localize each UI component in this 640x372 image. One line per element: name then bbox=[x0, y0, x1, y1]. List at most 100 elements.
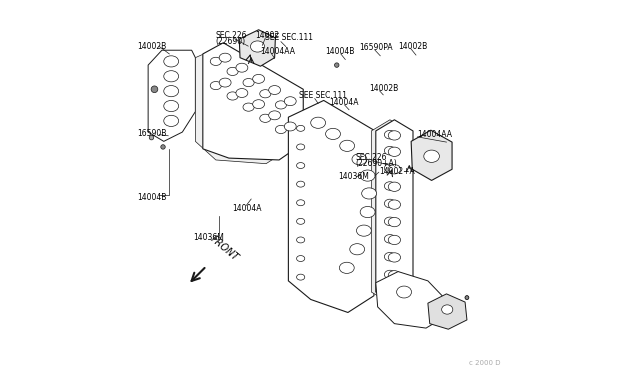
Ellipse shape bbox=[352, 154, 367, 165]
Ellipse shape bbox=[227, 67, 238, 76]
Ellipse shape bbox=[385, 270, 396, 279]
Text: 14004B: 14004B bbox=[137, 193, 166, 202]
Ellipse shape bbox=[275, 101, 287, 109]
Ellipse shape bbox=[296, 181, 305, 187]
Ellipse shape bbox=[275, 125, 287, 134]
Ellipse shape bbox=[465, 296, 468, 299]
Polygon shape bbox=[376, 120, 413, 303]
Text: SEC.226: SEC.226 bbox=[356, 153, 387, 162]
Text: c 2000 D: c 2000 D bbox=[469, 360, 500, 366]
Ellipse shape bbox=[296, 125, 305, 131]
Ellipse shape bbox=[296, 200, 305, 206]
Polygon shape bbox=[371, 120, 408, 303]
Ellipse shape bbox=[164, 56, 179, 67]
Ellipse shape bbox=[236, 63, 248, 72]
Ellipse shape bbox=[397, 286, 412, 298]
Text: 14036M: 14036M bbox=[338, 172, 369, 181]
Ellipse shape bbox=[388, 131, 401, 140]
Ellipse shape bbox=[388, 235, 401, 245]
Ellipse shape bbox=[284, 97, 296, 106]
Polygon shape bbox=[195, 50, 294, 164]
Ellipse shape bbox=[362, 188, 376, 199]
Text: 14002+A: 14002+A bbox=[380, 167, 415, 176]
Ellipse shape bbox=[356, 225, 371, 236]
Ellipse shape bbox=[388, 217, 401, 227]
Ellipse shape bbox=[243, 78, 254, 87]
Text: (22690): (22690) bbox=[215, 37, 245, 46]
Ellipse shape bbox=[269, 86, 280, 94]
Ellipse shape bbox=[385, 252, 396, 261]
Ellipse shape bbox=[164, 100, 179, 112]
Text: SEC.226: SEC.226 bbox=[215, 31, 246, 40]
Text: FRONT: FRONT bbox=[209, 234, 240, 263]
Ellipse shape bbox=[360, 206, 375, 218]
Ellipse shape bbox=[243, 103, 254, 111]
Ellipse shape bbox=[360, 170, 375, 181]
Ellipse shape bbox=[388, 200, 401, 209]
Ellipse shape bbox=[349, 244, 365, 255]
Text: 14004AA: 14004AA bbox=[417, 130, 452, 139]
Ellipse shape bbox=[385, 131, 396, 139]
Ellipse shape bbox=[465, 296, 468, 299]
Polygon shape bbox=[289, 100, 374, 312]
Text: 16590PA: 16590PA bbox=[359, 43, 393, 52]
Ellipse shape bbox=[236, 89, 248, 97]
Ellipse shape bbox=[424, 150, 440, 163]
Ellipse shape bbox=[161, 145, 165, 149]
Ellipse shape bbox=[260, 114, 271, 122]
Text: 14002: 14002 bbox=[255, 31, 279, 40]
Ellipse shape bbox=[310, 117, 326, 128]
Ellipse shape bbox=[164, 115, 179, 126]
Ellipse shape bbox=[296, 237, 305, 243]
Ellipse shape bbox=[296, 256, 305, 262]
Text: 14002B: 14002B bbox=[137, 42, 166, 51]
Ellipse shape bbox=[335, 63, 339, 67]
Text: (22690+A): (22690+A) bbox=[356, 159, 397, 168]
Ellipse shape bbox=[164, 86, 179, 97]
Ellipse shape bbox=[385, 217, 396, 225]
Ellipse shape bbox=[388, 271, 401, 280]
Ellipse shape bbox=[149, 135, 154, 140]
Ellipse shape bbox=[442, 305, 453, 314]
Text: 14036M: 14036M bbox=[193, 233, 225, 242]
Ellipse shape bbox=[385, 147, 396, 155]
Ellipse shape bbox=[151, 86, 158, 93]
Ellipse shape bbox=[211, 81, 221, 90]
Ellipse shape bbox=[296, 163, 305, 169]
Text: 14004B: 14004B bbox=[325, 47, 355, 56]
Ellipse shape bbox=[385, 199, 396, 208]
Text: 14002B: 14002B bbox=[369, 84, 398, 93]
Ellipse shape bbox=[219, 53, 231, 62]
Ellipse shape bbox=[211, 57, 221, 65]
Ellipse shape bbox=[326, 128, 340, 140]
Text: 14004AA: 14004AA bbox=[260, 47, 295, 56]
Text: SEE SEC.111: SEE SEC.111 bbox=[265, 33, 313, 42]
Ellipse shape bbox=[296, 218, 305, 224]
Polygon shape bbox=[203, 43, 303, 160]
Polygon shape bbox=[239, 30, 275, 66]
Ellipse shape bbox=[284, 122, 296, 131]
Ellipse shape bbox=[388, 182, 401, 192]
Polygon shape bbox=[411, 130, 452, 180]
Text: SEE SEC.111: SEE SEC.111 bbox=[299, 92, 347, 100]
Ellipse shape bbox=[388, 253, 401, 262]
Text: 14004A: 14004A bbox=[232, 204, 262, 213]
Ellipse shape bbox=[253, 74, 264, 83]
Ellipse shape bbox=[385, 164, 396, 173]
Ellipse shape bbox=[260, 90, 271, 98]
Ellipse shape bbox=[388, 164, 401, 174]
Ellipse shape bbox=[339, 262, 354, 273]
Polygon shape bbox=[428, 294, 467, 329]
Ellipse shape bbox=[385, 182, 396, 190]
Text: 14002B: 14002B bbox=[398, 42, 428, 51]
Ellipse shape bbox=[340, 140, 355, 151]
Ellipse shape bbox=[250, 41, 264, 52]
Ellipse shape bbox=[296, 144, 305, 150]
Ellipse shape bbox=[227, 92, 238, 100]
Ellipse shape bbox=[164, 71, 179, 82]
Ellipse shape bbox=[219, 78, 231, 87]
Polygon shape bbox=[376, 272, 445, 328]
Text: 14004A: 14004A bbox=[329, 98, 358, 107]
Ellipse shape bbox=[388, 147, 401, 157]
Ellipse shape bbox=[385, 235, 396, 243]
